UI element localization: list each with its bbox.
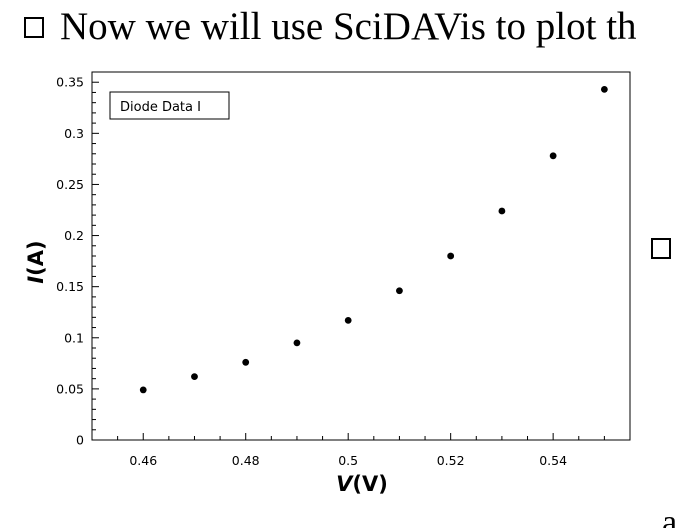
slide-heading: Now we will use SciDAVis to plot th [0, 0, 676, 64]
y-tick-label: 0.3 [64, 126, 84, 141]
checkbox-bullet-icon [24, 17, 44, 38]
y-axis-title: I(A) [24, 240, 48, 283]
checkbox-bullet-icon [651, 238, 671, 259]
y-tick-label: 0.25 [56, 177, 84, 192]
data-points [139, 85, 608, 394]
legend: Diode Data I [109, 91, 230, 120]
y-tick-label: 0.05 [56, 381, 84, 396]
x-tick-label: 0.46 [129, 453, 157, 468]
x-tick-label: 0.52 [437, 453, 465, 468]
x-axis-unit: (V) [352, 472, 387, 496]
data-point [447, 252, 455, 260]
clipped-text-fragment: a [662, 505, 676, 528]
x-axis-title: V(V) [336, 472, 388, 496]
y-tick-label: 0.35 [56, 75, 84, 90]
data-point [242, 358, 250, 366]
x-axis: 0.46 0.48 0.5 0.52 0.54 [91, 433, 631, 468]
data-point [139, 386, 147, 394]
heading-text: Now we will use SciDAVis to plot th [60, 5, 637, 48]
x-tick-label: 0.54 [539, 453, 567, 468]
y-axis: 0 0.05 0.1 0.15 0.2 0.25 0.3 0.35 [56, 75, 99, 448]
y-tick-label: 0.15 [56, 279, 84, 294]
x-axis-variable: V [336, 472, 354, 496]
y-axis-unit: (A) [24, 240, 48, 275]
x-tick-label: 0.5 [338, 453, 358, 468]
y-axis-variable: I [24, 276, 48, 284]
data-point [600, 85, 608, 93]
data-point [549, 152, 557, 160]
data-point [293, 339, 301, 347]
y-tick-label: 0 [76, 433, 84, 448]
data-point [396, 287, 403, 295]
y-tick-label: 0.2 [64, 228, 84, 243]
legend-box [109, 91, 230, 120]
data-point [498, 207, 506, 215]
data-point [191, 373, 198, 381]
x-tick-label: 0.48 [232, 453, 260, 468]
data-point [344, 317, 352, 324]
plot-frame [91, 71, 631, 441]
scatter-chart: 00.050.10.150.20.250.30.35 0.46 0.48 0.5 0.… [24, 71, 631, 496]
legend-label: Diode Data I [120, 100, 201, 115]
y-tick-label: 0.1 [64, 330, 84, 345]
